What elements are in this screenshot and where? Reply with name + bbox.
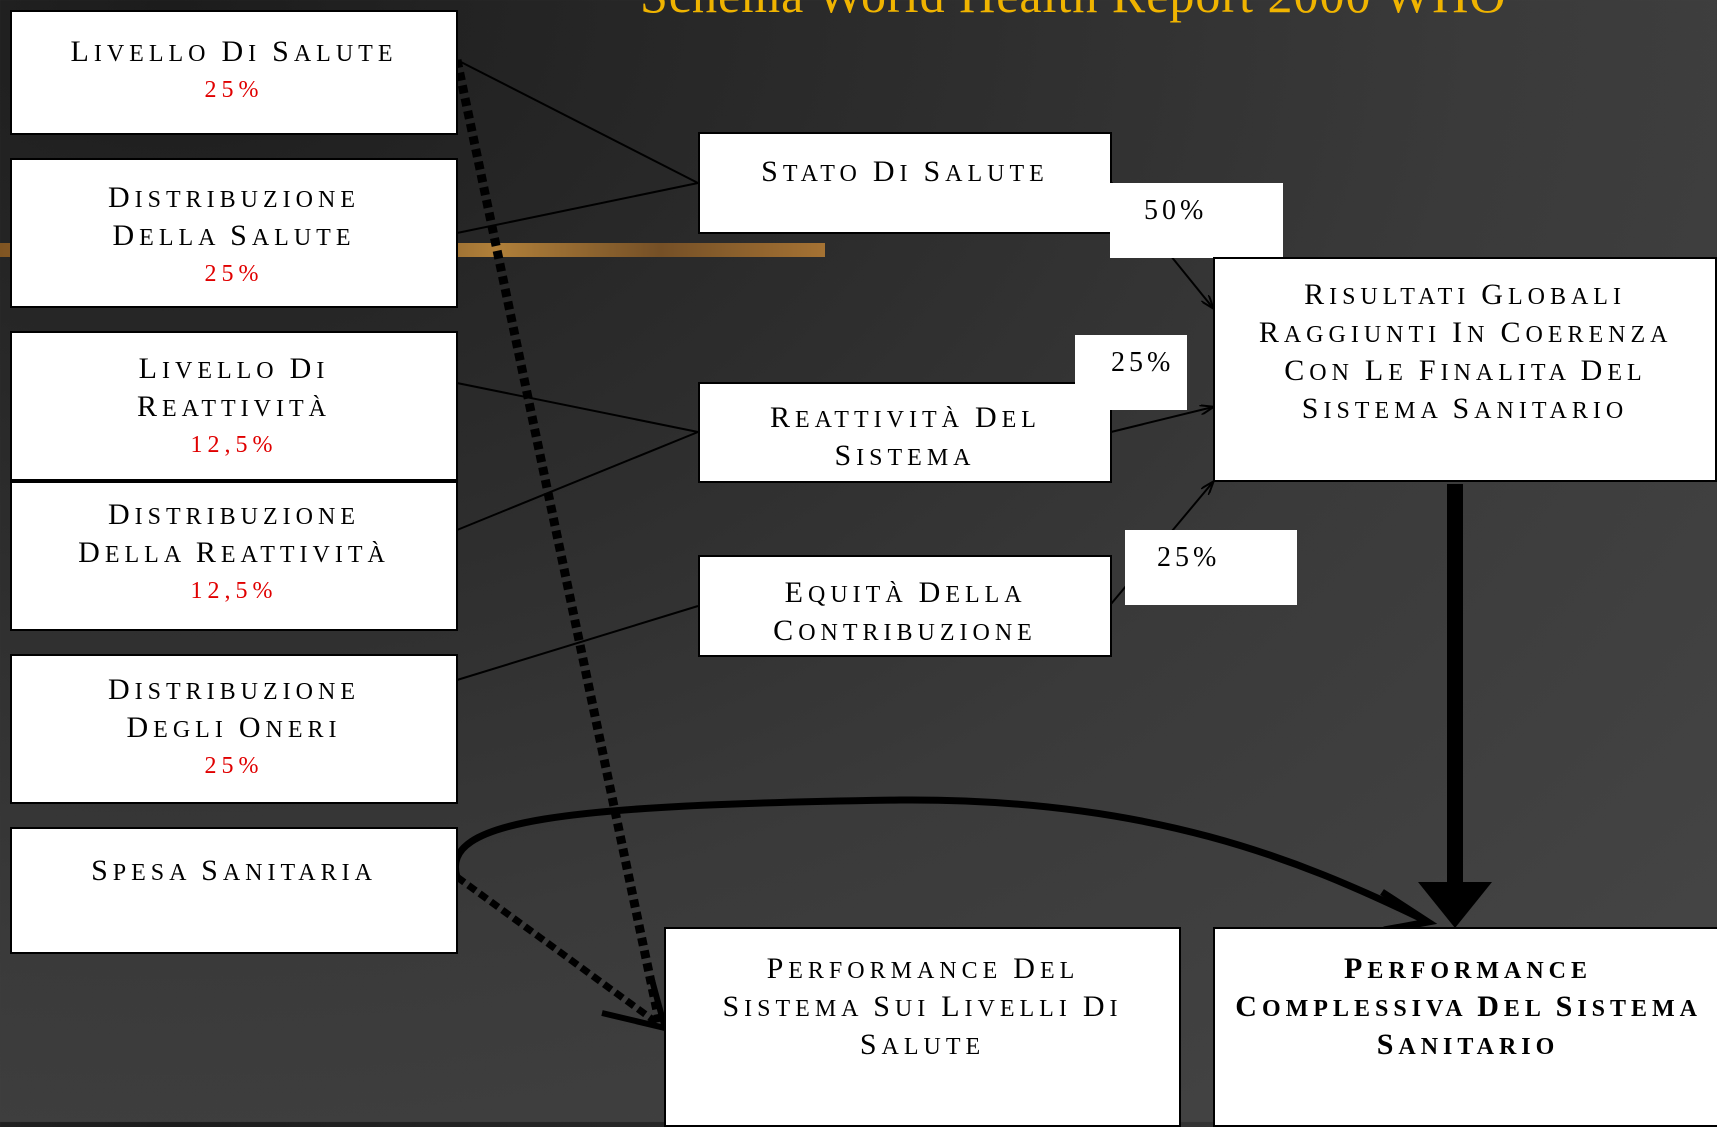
box-performance-salute: PERFORMANCE DEL SISTEMA SUI LIVELLI DI S… [664, 927, 1181, 1127]
line-distribuzione-oneri [456, 605, 699, 681]
box-distribuzione-salute-pct: 25% [204, 261, 264, 287]
box-equita-contribuzione-label: EQUITÀ DELLA CONTRIBUZIONE [773, 576, 1037, 647]
box-performance-complessiva-label: PERFORMANCE COMPLESSIVA DEL SISTEMA SANI… [1235, 952, 1701, 1061]
line-livello-reattivita [456, 382, 699, 433]
box-livello-reattivita-pct: 12,5% [190, 432, 278, 458]
weight-equita: 25% [1125, 530, 1297, 605]
box-risultati-globali-label: RISULTATI GLOBALI RAGGIUNTI IN COERENZA … [1258, 278, 1672, 425]
box-distribuzione-salute-label: DISTRIBUZIONE DELLA SALUTE [108, 181, 360, 252]
box-distribuzione-oneri-pct: 25% [204, 753, 264, 779]
box-performance-salute-label: PERFORMANCE DEL SISTEMA SUI LIVELLI DI S… [722, 952, 1123, 1061]
weight-stato-salute: 50% [1110, 183, 1283, 258]
box-distribuzione-salute: DISTRIBUZIONE DELLA SALUTE 25% [10, 158, 458, 308]
dotted-arrow-livello-to-performance [452, 59, 665, 1026]
box-spesa-sanitaria-label: SPESA SANITARIA [91, 854, 377, 887]
box-livello-salute-pct: 25% [204, 77, 264, 103]
box-reattivita-sistema: REATTIVITÀ DEL SISTEMA [698, 382, 1112, 483]
box-livello-salute-label: LIVELLO DI SALUTE [70, 35, 398, 68]
slide-title: Schema World Health Report 2000 WHO [640, 0, 1506, 24]
box-reattivita-sistema-label: REATTIVITÀ DEL SISTEMA [769, 401, 1041, 472]
box-stato-salute-label: STATO DI SALUTE [761, 155, 1049, 188]
line-livello-salute [456, 59, 699, 184]
box-livello-reattivita: LIVELLO DI REATTIVITÀ 12,5% [10, 331, 458, 481]
box-distribuzione-reattivita: DISTRIBUZIONE DELLA REATTIVITÀ 12,5% [10, 481, 458, 631]
arrow-spesa-to-performance [452, 796, 1422, 922]
weight-reattivita: 25% [1075, 335, 1187, 410]
arrow-reattivita-to-risultati [1110, 407, 1213, 433]
line-distribuzione-salute [456, 182, 699, 234]
box-stato-salute: STATO DI SALUTE [698, 132, 1112, 234]
box-distribuzione-reattivita-pct: 12,5% [190, 578, 278, 604]
box-equita-contribuzione: EQUITÀ DELLA CONTRIBUZIONE [698, 555, 1112, 657]
box-risultati-globali: RISULTATI GLOBALI RAGGIUNTI IN COERENZA … [1213, 257, 1717, 482]
line-distribuzione-reattivita [456, 431, 699, 531]
dotted-arrow-spesa-to-performance [454, 874, 663, 1028]
box-livello-salute: LIVELLO DI SALUTE 25% [10, 10, 458, 135]
box-performance-complessiva: PERFORMANCE COMPLESSIVA DEL SISTEMA SANI… [1213, 927, 1717, 1127]
box-livello-reattivita-label: LIVELLO DI REATTIVITÀ [137, 352, 331, 423]
box-distribuzione-reattivita-label: DISTRIBUZIONE DELLA REATTIVITÀ [78, 498, 390, 569]
box-distribuzione-oneri-label: DISTRIBUZIONE DEGLI ONERI [108, 673, 360, 744]
box-distribuzione-oneri: DISTRIBUZIONE DEGLI ONERI 25% [10, 654, 458, 804]
box-spesa-sanitaria: SPESA SANITARIA [10, 827, 458, 954]
